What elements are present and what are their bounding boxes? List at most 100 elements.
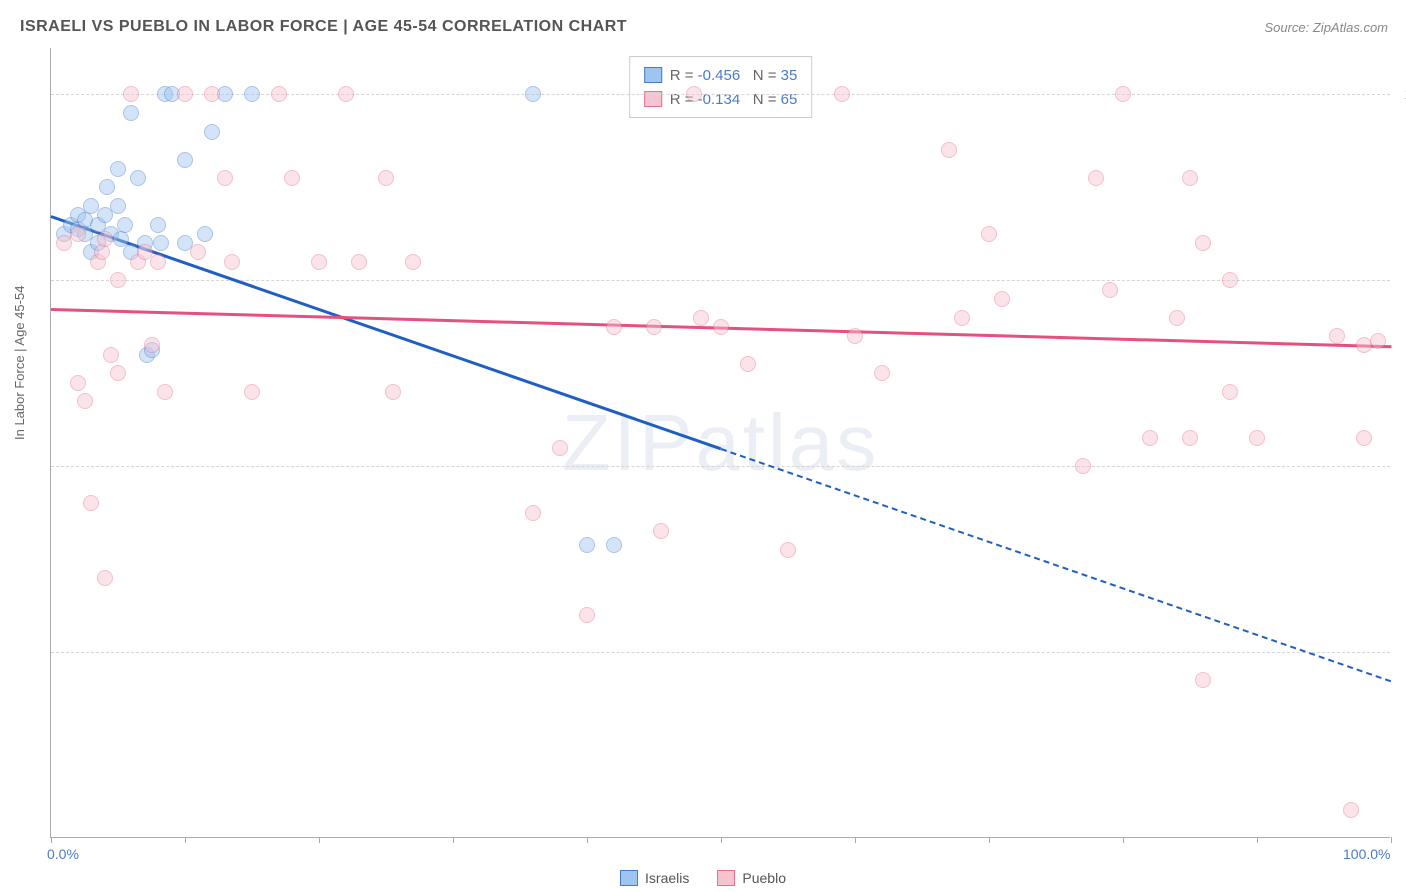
data-point [1075, 458, 1091, 474]
data-point [713, 319, 729, 335]
data-point [244, 86, 260, 102]
data-point [110, 365, 126, 381]
legend-swatch [644, 67, 662, 83]
data-point [157, 384, 173, 400]
data-point [204, 86, 220, 102]
data-point [378, 170, 394, 186]
data-point [77, 393, 93, 409]
data-point [97, 231, 113, 247]
data-point [117, 217, 133, 233]
data-point [177, 86, 193, 102]
data-point [606, 319, 622, 335]
data-point [110, 272, 126, 288]
data-point [94, 244, 110, 260]
data-point [110, 161, 126, 177]
x-tick-label: 0.0% [47, 846, 79, 862]
x-tick [587, 837, 588, 843]
data-point [579, 607, 595, 623]
x-tick [319, 837, 320, 843]
data-point [1195, 672, 1211, 688]
data-point [847, 328, 863, 344]
data-point [103, 347, 119, 363]
data-point [217, 170, 233, 186]
legend-item: Pueblo [717, 870, 786, 886]
data-point [110, 198, 126, 214]
data-point [525, 505, 541, 521]
x-tick [1391, 837, 1392, 843]
data-point [338, 86, 354, 102]
x-tick [989, 837, 990, 843]
data-point [954, 310, 970, 326]
data-point [83, 495, 99, 511]
gridline [51, 280, 1390, 281]
x-tick [453, 837, 454, 843]
data-point [70, 375, 86, 391]
correlation-legend: R = -0.456 N = 35 R = -0.134 N = 65 [629, 56, 813, 118]
data-point [1329, 328, 1345, 344]
data-point [1182, 430, 1198, 446]
legend-item: Israelis [620, 870, 689, 886]
data-point [552, 440, 568, 456]
legend-label: Israelis [645, 870, 689, 886]
data-point [197, 226, 213, 242]
data-point [150, 254, 166, 270]
legend-swatch [620, 870, 638, 886]
legend-row: R = -0.456 N = 35 [644, 63, 798, 87]
data-point [97, 570, 113, 586]
x-tick [185, 837, 186, 843]
data-point [244, 384, 260, 400]
data-point [686, 86, 702, 102]
data-point [123, 86, 139, 102]
legend-stats: R = -0.456 N = 35 [670, 67, 798, 84]
x-tick [721, 837, 722, 843]
x-tick [51, 837, 52, 843]
data-point [693, 310, 709, 326]
data-point [834, 86, 850, 102]
data-point [311, 254, 327, 270]
data-point [204, 124, 220, 140]
y-axis-label: In Labor Force | Age 45-54 [12, 286, 27, 440]
data-point [99, 179, 115, 195]
data-point [1370, 333, 1386, 349]
data-point [1249, 430, 1265, 446]
x-tick [1257, 837, 1258, 843]
chart-plot-area: ZIPatlas R = -0.456 N = 35R = -0.134 N =… [50, 48, 1390, 838]
data-point [153, 235, 169, 251]
data-point [1142, 430, 1158, 446]
data-point [1195, 235, 1211, 251]
data-point [579, 537, 595, 553]
x-tick [1123, 837, 1124, 843]
data-point [1343, 802, 1359, 818]
legend-swatch [717, 870, 735, 886]
legend-swatch [644, 91, 662, 107]
gridline [51, 652, 1390, 653]
data-point [1115, 86, 1131, 102]
data-point [981, 226, 997, 242]
data-point [190, 244, 206, 260]
data-point [271, 86, 287, 102]
data-point [1222, 384, 1238, 400]
data-point [405, 254, 421, 270]
legend-label: Pueblo [742, 870, 786, 886]
legend-row: R = -0.134 N = 65 [644, 87, 798, 111]
data-point [130, 170, 146, 186]
data-point [780, 542, 796, 558]
data-point [653, 523, 669, 539]
data-point [177, 152, 193, 168]
data-point [994, 291, 1010, 307]
data-point [1222, 272, 1238, 288]
data-point [113, 231, 129, 247]
chart-title: ISRAELI VS PUEBLO IN LABOR FORCE | AGE 4… [20, 18, 627, 36]
data-point [740, 356, 756, 372]
series-legend: Israelis Pueblo [620, 870, 786, 886]
data-point [385, 384, 401, 400]
data-point [224, 254, 240, 270]
data-point [606, 537, 622, 553]
trend-line [721, 448, 1392, 682]
data-point [1088, 170, 1104, 186]
data-point [150, 217, 166, 233]
data-point [351, 254, 367, 270]
data-point [1182, 170, 1198, 186]
data-point [123, 105, 139, 121]
x-tick [855, 837, 856, 843]
